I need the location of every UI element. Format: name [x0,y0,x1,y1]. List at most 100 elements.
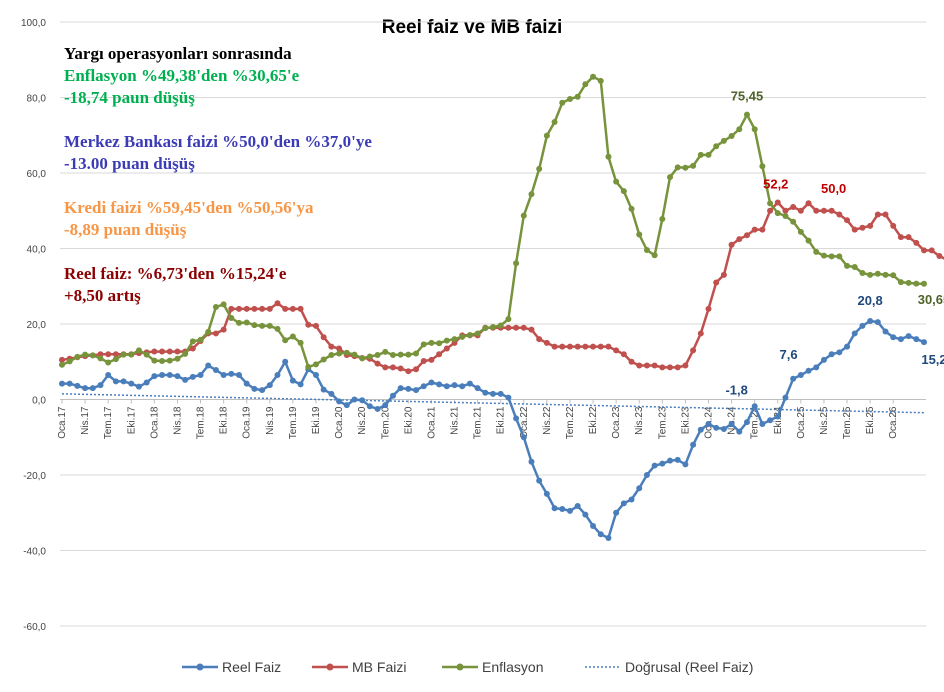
data-point [913,280,920,287]
data-point [797,228,804,235]
x-tick-label: Tem.23 [657,406,668,439]
data-point [251,305,258,312]
data-point [874,270,881,277]
data-point [212,304,219,311]
data-point [528,191,535,198]
annotation-line: Merkez Bankası faizi %50,0'den %37,0'ye [64,132,372,151]
x-tick-label: Eki.21 [496,406,507,434]
x-tick-label: Eki.17 [126,406,137,434]
data-point [89,385,96,392]
data-point [813,207,820,214]
y-tick-label: -40,0 [23,547,46,558]
x-tick-label: Eki.22 [588,406,599,434]
data-point [366,403,373,410]
data-point [767,417,774,424]
data-point [274,371,281,378]
x-tick-label: Eki.24 [773,406,784,434]
data-point [105,351,112,358]
data-point [813,248,820,255]
data-point [513,415,520,422]
data-point [182,350,189,357]
x-tick-label: Tem.20 [380,406,391,439]
data-point [897,279,904,286]
data-point [259,322,266,329]
data-point [574,93,581,100]
data-point [897,336,904,343]
data-point [89,352,96,359]
data-point [536,477,543,484]
data-point [559,505,566,512]
data-point [551,343,558,350]
x-tick-label: Nis.21 [450,406,461,435]
data-point [705,151,712,158]
data-point [212,367,219,374]
data-point [243,380,250,387]
data-point [128,380,135,387]
data-point [628,496,635,503]
data-point [528,326,535,333]
data-point [813,364,820,371]
data-point [436,351,443,358]
data-point [667,364,674,371]
data-point [374,405,381,412]
x-tick-label: Nis.23 [634,406,645,435]
data-point [797,207,804,214]
data-point [436,381,443,388]
data-point [613,178,620,185]
legend-entry: Doğrusal (Reel Faiz) [625,659,753,675]
data-point [674,364,681,371]
data-point [297,339,304,346]
data-point [728,421,735,428]
data-label: 20,8 [857,293,882,308]
data-point [659,460,666,467]
data-point [59,361,65,368]
data-point [713,279,720,286]
data-point [428,356,435,363]
data-point [851,263,858,270]
data-point [451,336,458,343]
y-tick-label: 40,0 [27,245,47,256]
data-point [289,333,296,340]
data-point [312,322,319,329]
data-point [743,111,750,118]
data-point [482,389,489,396]
data-point [713,424,720,431]
gridlines [60,21,926,627]
data-point [197,371,204,378]
data-point [605,343,612,350]
data-point [389,392,396,399]
data-point [66,358,73,365]
data-point [135,347,142,354]
data-point [259,387,266,394]
data-point [844,217,851,224]
annotation: Merkez Bankası faizi %50,0'den %37,0'ye -… [64,131,372,175]
data-point [720,137,727,144]
data-point [559,343,566,350]
data-point [566,507,573,514]
data-point [220,371,227,378]
data-point [836,211,843,218]
data-point [266,305,273,312]
data-point [628,205,635,212]
data-point [112,356,119,363]
data-point [921,247,927,254]
data-point [897,234,904,241]
data-point [743,232,750,239]
data-point [597,77,604,84]
x-tick-label: Nis.20 [357,406,368,435]
data-point [382,402,389,409]
data-point [790,218,797,225]
data-point [243,319,250,326]
data-point [928,247,935,254]
x-tick-label: Tem.25 [842,406,853,439]
data-point [905,333,912,340]
data-point [159,371,166,378]
data-point [505,316,512,323]
x-tick-label: Oca.20 [334,406,345,439]
data-point [66,380,73,387]
data-point [590,522,597,529]
data-point [166,371,173,378]
data-point [905,234,912,241]
data-point [782,394,789,401]
data-point [605,535,612,542]
